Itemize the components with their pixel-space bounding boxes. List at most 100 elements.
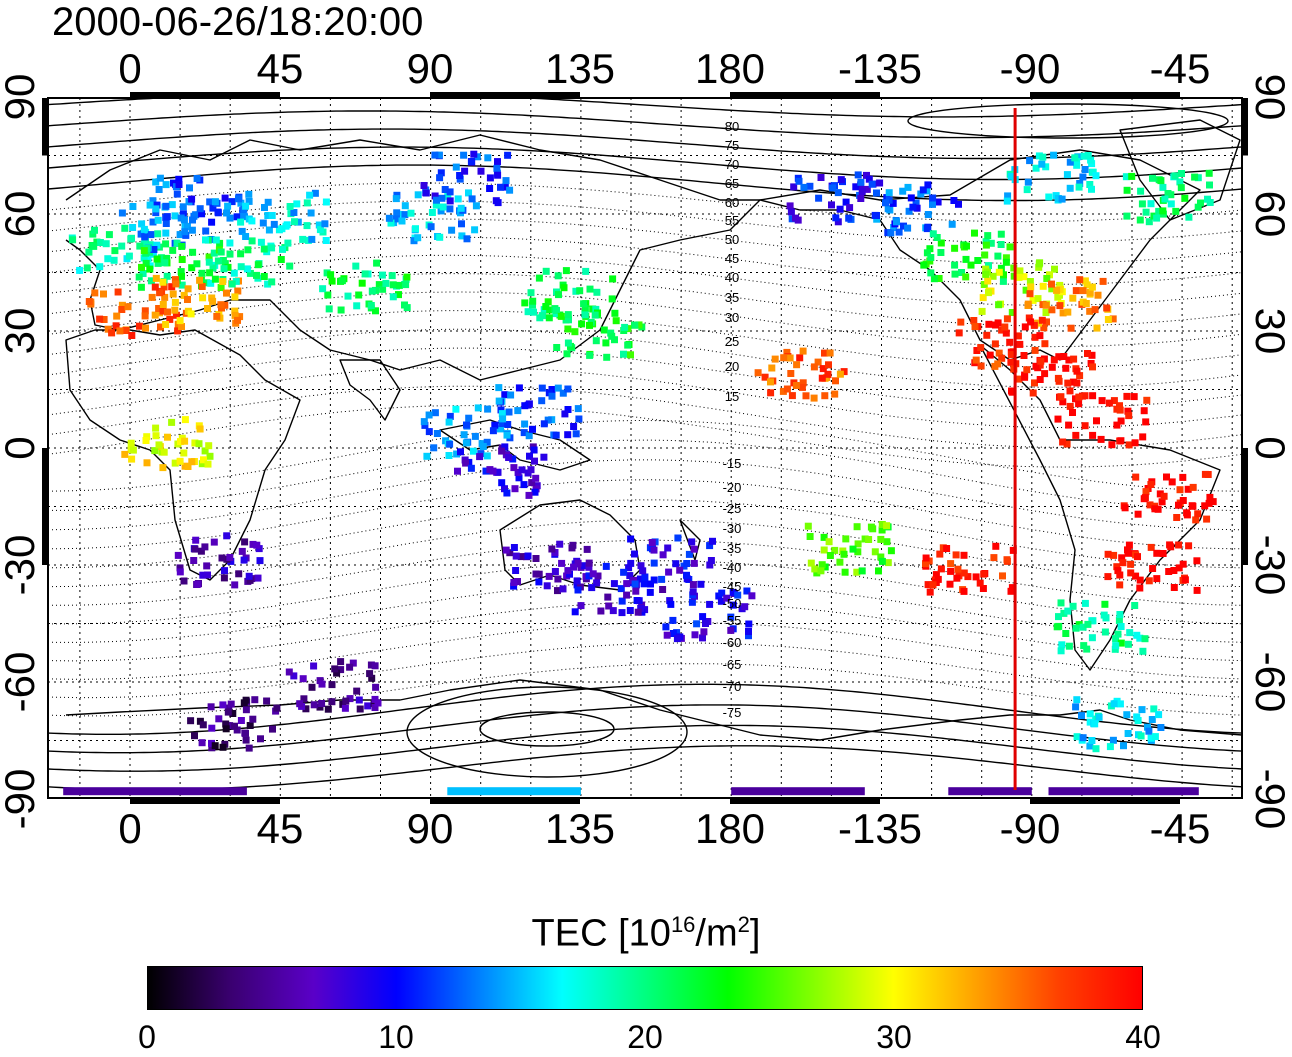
- tec-cell: [171, 276, 179, 284]
- tec-cell: [213, 312, 221, 320]
- tec-cell: [1124, 640, 1132, 648]
- tec-cell: [156, 289, 164, 297]
- tec-cell: [208, 218, 216, 226]
- colorbar-tick-label: 10: [378, 1019, 414, 1055]
- tec-cell: [215, 715, 223, 723]
- tec-cell: [790, 183, 798, 191]
- tec-cell: [286, 262, 294, 270]
- tec-cell: [1086, 181, 1094, 188]
- tec-cell: [548, 545, 556, 553]
- tec-cell: [375, 281, 383, 289]
- tec-cell: [707, 557, 715, 564]
- tec-cell: [414, 191, 422, 199]
- tec-cell: [477, 167, 485, 175]
- tec-cell: [510, 582, 518, 590]
- tec-cell: [181, 437, 189, 445]
- tec-cell: [924, 181, 932, 189]
- tec-cell: [162, 240, 170, 248]
- tec-cell: [218, 554, 226, 562]
- tec-cell: [564, 325, 572, 333]
- tec-cell: [1098, 397, 1106, 405]
- tec-cell: [433, 196, 440, 204]
- tec-cell: [1109, 736, 1117, 744]
- tec-cell: [1114, 630, 1122, 638]
- tec-cell: [223, 289, 230, 297]
- tec-cell: [509, 455, 517, 463]
- tec-cell: [544, 298, 552, 306]
- tec-cell: [1076, 372, 1084, 380]
- tec-cell: [1083, 645, 1091, 653]
- tec-cell: [810, 394, 818, 402]
- tec-cell: [151, 447, 159, 455]
- tec-cell: [936, 550, 944, 558]
- tec-cell: [631, 321, 639, 329]
- tec-cell: [506, 186, 514, 194]
- tec-cell: [627, 535, 635, 543]
- tec-cell: [1000, 271, 1007, 279]
- tec-cell: [1179, 473, 1187, 481]
- y-tick-label: 0: [1247, 436, 1292, 460]
- tec-cell: [734, 591, 742, 599]
- tec-cell: [573, 577, 581, 585]
- tec-cell: [853, 523, 861, 531]
- tec-cell: [525, 432, 533, 440]
- tec-cell: [990, 554, 998, 562]
- tec-cell: [1050, 151, 1058, 159]
- tec-cell: [446, 197, 454, 205]
- tec-cell: [446, 412, 454, 420]
- tec-cell: [992, 321, 999, 329]
- tec-cell: [832, 377, 839, 385]
- tec-cell: [471, 432, 479, 440]
- tec-cell: [504, 421, 512, 428]
- tec-cell: [246, 722, 254, 729]
- tec-cell: [1050, 356, 1058, 364]
- tec-cell: [1030, 321, 1038, 329]
- tec-cell: [196, 425, 204, 433]
- tec-cell: [172, 280, 180, 288]
- tec-cell: [242, 729, 249, 737]
- tec-cell: [240, 699, 248, 707]
- contour-line: [48, 347, 1242, 408]
- tec-cell: [1142, 418, 1150, 426]
- tec-cell: [1067, 324, 1075, 332]
- tec-cell: [456, 175, 464, 183]
- tec-cell: [1201, 502, 1209, 510]
- tec-cell: [1065, 642, 1073, 650]
- tec-cell: [937, 249, 945, 256]
- tec-cell: [685, 550, 693, 558]
- tec-cell: [494, 158, 501, 166]
- tec-cell: [263, 697, 271, 705]
- tec-cell: [1009, 546, 1017, 554]
- tec-cell: [138, 263, 145, 271]
- tec-cell: [206, 452, 214, 460]
- tec-cell: [718, 589, 726, 597]
- tec-cell: [1147, 734, 1155, 742]
- tec-cell: [527, 466, 535, 474]
- tec-cell: [917, 190, 925, 198]
- tec-cell: [904, 183, 912, 191]
- tec-cell: [561, 410, 569, 418]
- tec-cell: [636, 575, 644, 583]
- tec-cell: [237, 250, 245, 258]
- tec-cell: [198, 269, 206, 277]
- tec-cell: [1165, 568, 1173, 575]
- tec-cell: [946, 580, 954, 588]
- tec-cell: [1048, 280, 1055, 288]
- tec-cell: [498, 410, 506, 418]
- tec-cell: [162, 220, 170, 227]
- tec-cell: [1151, 733, 1159, 741]
- coastline: [65, 134, 761, 381]
- tec-cell: [1081, 392, 1089, 400]
- tec-cell: [630, 576, 637, 584]
- tec-cell: [1025, 314, 1033, 322]
- tec-cell: [420, 182, 428, 189]
- tec-cell: [632, 587, 640, 595]
- tec-cell: [802, 392, 810, 400]
- y-tick-label: 90: [0, 73, 43, 121]
- tec-cell: [1123, 392, 1131, 400]
- tec-cell: [1032, 362, 1040, 370]
- tec-cell: [575, 415, 583, 423]
- tec-cell: [510, 544, 518, 551]
- tec-cell: [1123, 186, 1131, 194]
- contour-label: -40: [723, 560, 742, 575]
